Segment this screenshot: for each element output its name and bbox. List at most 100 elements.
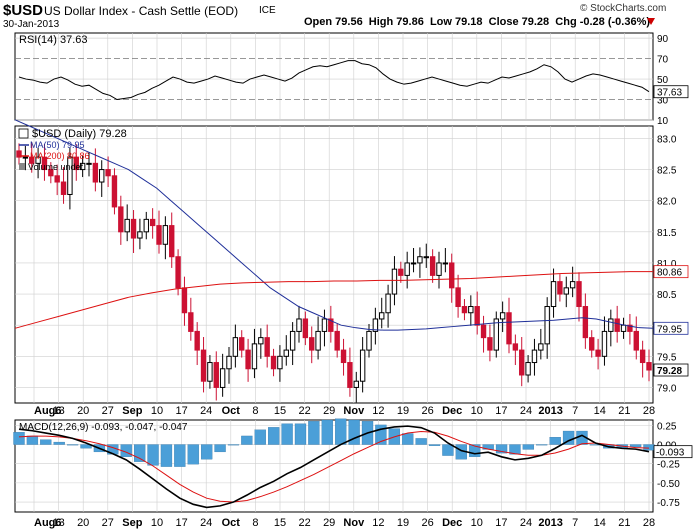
price-candle bbox=[582, 306, 589, 339]
macd-histogram-bar bbox=[294, 423, 307, 445]
price-candle bbox=[525, 362, 531, 376]
x-tick-label: 17 bbox=[495, 405, 507, 417]
macd-histogram-bar bbox=[643, 444, 655, 451]
rsi-last-value-label: 37.63 bbox=[657, 88, 682, 99]
price-value-box bbox=[653, 321, 689, 335]
macd-histogram-bar bbox=[80, 444, 92, 449]
x-tick-label: 13 bbox=[52, 517, 64, 529]
exchange-label: ICE bbox=[259, 5, 276, 16]
macd-histogram-bar bbox=[549, 437, 561, 445]
macd-y-tick-label: 0.25 bbox=[657, 421, 677, 432]
price-candle bbox=[283, 349, 289, 357]
price-candle bbox=[455, 287, 461, 308]
x-tick-label: 10 bbox=[471, 405, 483, 417]
rsi-y-tick-label: 50 bbox=[657, 75, 669, 86]
macd-histogram-bar bbox=[375, 424, 387, 445]
macd-y-tick-label: -0.50 bbox=[657, 479, 680, 490]
x-tick-label: Oct bbox=[222, 517, 241, 529]
price-candle bbox=[296, 318, 302, 332]
price-candle bbox=[334, 330, 340, 351]
price-candle bbox=[289, 330, 296, 351]
price-candle bbox=[372, 318, 379, 332]
price-y-tick-label: 82.0 bbox=[657, 197, 677, 208]
volume-legend-swatch bbox=[19, 163, 25, 170]
ma50-legend-label: MA(50) 79.95 bbox=[30, 140, 85, 150]
x-tick-label: 20 bbox=[77, 405, 89, 417]
price-candle bbox=[550, 281, 557, 308]
price-candle bbox=[468, 306, 474, 314]
x-tick-label: Aug6 bbox=[34, 517, 62, 529]
x-tick-label: 21 bbox=[618, 517, 630, 529]
macd-histogram-bar bbox=[428, 444, 441, 446]
rsi-y-tick-label: 30 bbox=[657, 96, 669, 107]
x-tick-label: Aug6 bbox=[34, 405, 62, 417]
price-candle bbox=[277, 355, 283, 370]
price-candle bbox=[60, 181, 67, 195]
price-candle bbox=[79, 162, 86, 171]
price-candle bbox=[213, 362, 219, 388]
rsi-line bbox=[18, 60, 650, 101]
x-tick-label: 12 bbox=[372, 517, 384, 529]
x-tick-label: 7 bbox=[572, 517, 578, 529]
macd-histogram-bar bbox=[469, 444, 481, 457]
macd-histogram-bar bbox=[40, 439, 52, 445]
x-tick-label: 26 bbox=[421, 517, 433, 529]
ma50-line bbox=[14, 119, 654, 331]
price-value-label: 79.95 bbox=[657, 324, 682, 335]
x-tick-label: 22 bbox=[298, 517, 310, 529]
macd-histogram-bar bbox=[268, 427, 280, 445]
panel-frame-macd bbox=[14, 419, 654, 513]
macd-histogram-bar bbox=[522, 444, 535, 450]
x-tick-label: 14 bbox=[594, 517, 606, 529]
macd-histogram-bar bbox=[495, 444, 508, 454]
x-tick-label: 8 bbox=[252, 405, 258, 417]
price-candle bbox=[499, 312, 506, 320]
price-candle bbox=[601, 330, 608, 357]
price-candle bbox=[423, 256, 429, 259]
price-candle bbox=[347, 362, 353, 388]
price-value-box bbox=[653, 265, 689, 279]
price-candle bbox=[41, 156, 48, 171]
price-y-tick-label: 83.0 bbox=[657, 134, 677, 145]
price-candle bbox=[321, 318, 328, 332]
price-candle bbox=[538, 343, 544, 351]
price-candle bbox=[646, 362, 652, 371]
price-candle bbox=[22, 156, 29, 159]
price-candle bbox=[194, 330, 200, 351]
x-tick-label: 29 bbox=[323, 517, 335, 529]
macd-histogram-bar bbox=[227, 444, 240, 446]
price-candle bbox=[239, 337, 245, 351]
price-candle bbox=[589, 337, 595, 351]
x-tick-label: 26 bbox=[421, 405, 433, 417]
chart-date: 30-Jan-2013 bbox=[3, 19, 60, 30]
price-candle bbox=[258, 337, 264, 345]
volume-legend-label: Volume undef bbox=[28, 162, 84, 172]
price-candle bbox=[614, 318, 620, 332]
macd-histogram-bar bbox=[174, 444, 186, 467]
x-tick-label: 17 bbox=[495, 517, 507, 529]
price-candle bbox=[200, 349, 207, 382]
x-tick-label: 14 bbox=[594, 405, 606, 417]
price-candle bbox=[270, 355, 277, 370]
price-y-tick-label: 80.5 bbox=[657, 290, 677, 301]
price-candle bbox=[149, 218, 156, 227]
price-candle bbox=[232, 337, 239, 357]
price-candle bbox=[156, 225, 162, 245]
price-candle bbox=[137, 231, 143, 239]
macd-histogram-bar bbox=[415, 438, 427, 445]
x-tick-label: 29 bbox=[323, 405, 335, 417]
macd-histogram-bar bbox=[321, 419, 333, 445]
x-tick-label: 19 bbox=[397, 517, 409, 529]
price-candle bbox=[436, 262, 442, 276]
rsi-y-tick-label: 90 bbox=[657, 34, 669, 45]
rsi-y-tick-label: 10 bbox=[657, 116, 669, 127]
macd-histogram-bar bbox=[147, 444, 159, 466]
price-candle bbox=[35, 156, 41, 164]
price-candle bbox=[366, 330, 372, 351]
price-y-tick-label: 79.0 bbox=[657, 383, 677, 394]
price-legend-main: $USD (Daily) 79.28 bbox=[32, 128, 127, 140]
macd-histogram-bar bbox=[201, 444, 213, 460]
x-tick-label: 17 bbox=[175, 517, 187, 529]
x-tick-label: Sep bbox=[122, 405, 142, 417]
